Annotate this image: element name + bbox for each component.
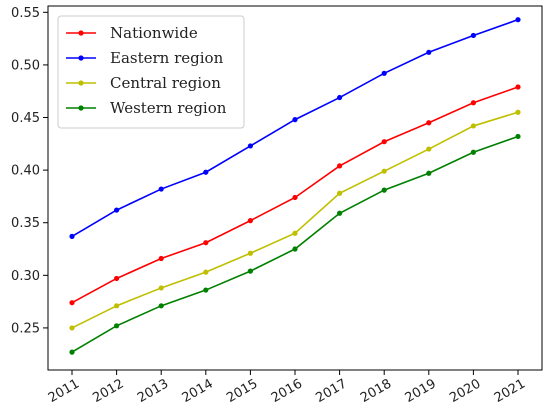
data-point [203,269,209,275]
x-tick-label: 2018 [358,376,394,406]
y-tick-label: 0.40 [11,164,40,179]
x-tick-label: 2015 [224,376,260,406]
data-point [515,133,521,140]
data-point [426,49,432,55]
legend-marker [78,105,84,111]
data-point [203,240,209,246]
data-point [381,139,387,145]
legend-marker [78,30,84,36]
y-axis: 0.25 0.30 0.35 0.40 0.45 0.50 0.55 [11,6,48,336]
data-point [426,146,432,152]
data-point [470,149,476,155]
data-point [515,84,521,90]
x-tick-label: 2017 [313,376,349,406]
data-point [247,143,253,149]
data-point [292,194,298,201]
x-tick-label: 2011 [46,376,82,406]
data-point [292,230,298,236]
data-point [337,94,343,101]
data-point [515,17,521,23]
x-tick-label: 2019 [403,376,439,406]
x-tick-label: 2020 [447,376,483,406]
series-western-region [69,133,521,355]
x-tick-label: 2012 [90,376,126,406]
data-point [381,70,387,76]
legend-marker [78,55,84,61]
data-point [203,169,209,175]
y-tick-label: 0.25 [11,321,40,336]
legend-item: Nationwide [66,24,198,42]
data-point [515,109,521,115]
data-point [470,100,476,106]
x-axis: 2011 2012 2013 2014 2015 2016 2017 2018 2019 2020… [46,370,528,406]
data-point [381,187,387,193]
data-point [292,117,298,123]
data-point [337,163,343,169]
x-tick-label: 2014 [180,376,216,406]
y-tick-label: 0.30 [11,269,40,284]
legend-label: Nationwide [110,24,198,42]
data-point [69,349,75,355]
legend-label: Central region [110,74,221,92]
data-point [247,218,253,224]
data-point [203,287,209,293]
y-tick-label: 0.45 [11,111,40,126]
data-point [158,285,164,291]
series-central-region [69,109,521,331]
y-tick-label: 0.35 [11,216,40,231]
data-point [426,120,432,126]
data-point [114,303,120,309]
data-point [470,32,476,39]
x-tick-label: 2016 [269,376,305,406]
data-point [247,268,253,274]
data-point [337,190,343,196]
data-point [114,323,120,329]
data-point [69,233,75,239]
series-line [71,111,519,329]
x-tick-label: 2013 [135,376,171,406]
data-point [247,250,253,256]
y-tick-label: 0.50 [11,58,40,73]
legend-item: Central region [66,74,221,92]
data-point [158,303,164,309]
legend-item: Western region [66,99,227,117]
data-point [114,275,120,282]
series-nationwide [69,84,521,306]
data-point [69,300,75,306]
series-line [71,135,519,353]
legend-marker [78,80,84,86]
data-point [426,170,432,176]
legend-item: Eastern region [66,49,224,67]
data-point [69,325,75,331]
x-tick-label: 2021 [492,376,528,406]
data-point [292,246,298,252]
data-point [337,210,343,216]
data-point [381,168,387,174]
legend-label: Eastern region [110,49,224,67]
legend-label: Western region [110,99,227,117]
series-layer [69,17,521,355]
legend: Nationwide Eastern region Central region We… [57,15,245,129]
data-point [114,207,120,213]
data-point [158,186,164,192]
data-point [158,255,164,262]
series-eastern-region [69,17,521,239]
legend-box [57,15,245,129]
data-point [470,123,476,129]
y-tick-label: 0.55 [11,6,40,21]
